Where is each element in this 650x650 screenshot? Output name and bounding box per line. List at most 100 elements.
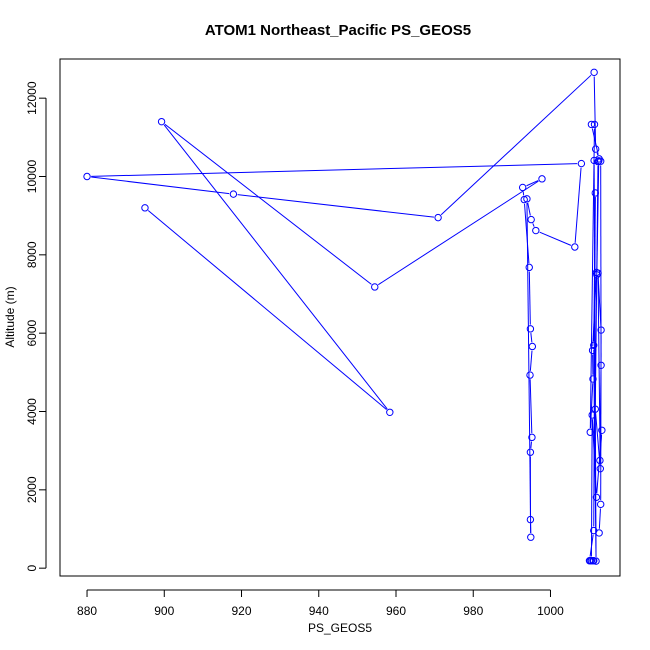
data-point — [596, 456, 604, 465]
data-point — [591, 189, 599, 197]
series-segment — [440, 74, 592, 216]
data-point — [590, 120, 599, 129]
series-segment — [589, 534, 594, 557]
data-point — [590, 68, 598, 77]
x-tick-label: 920 — [232, 604, 252, 618]
data-point — [592, 493, 601, 501]
y-axis-label: Altitude (m) — [3, 286, 17, 347]
data-point — [386, 408, 394, 416]
data-point — [590, 341, 598, 350]
data-point — [538, 175, 546, 183]
data-point — [526, 515, 535, 524]
series-segment — [593, 76, 597, 145]
data-point — [588, 411, 596, 419]
data-point — [587, 120, 596, 129]
series-segment — [574, 167, 582, 243]
data-point — [518, 183, 527, 192]
x-tick-label: 880 — [77, 604, 97, 618]
data-point — [591, 405, 599, 413]
series-segment — [539, 231, 572, 246]
data-point — [597, 326, 605, 334]
series-segment — [237, 194, 434, 218]
data-point — [434, 213, 442, 222]
data-point — [229, 190, 238, 198]
data-point — [532, 226, 540, 235]
data-point — [526, 371, 534, 379]
data-point — [523, 195, 531, 203]
data-point — [592, 557, 600, 565]
data-point — [528, 433, 536, 442]
x-tick-label: 960 — [386, 604, 406, 618]
data-point — [586, 428, 594, 436]
series-segment — [524, 203, 530, 264]
series-segment — [529, 379, 533, 434]
series-segment — [163, 124, 388, 410]
y-tick-label: 10000 — [25, 159, 39, 193]
data-point — [527, 215, 535, 224]
series-segment — [593, 164, 597, 557]
series-segment — [526, 180, 539, 187]
series-segment — [595, 413, 601, 465]
data-point — [577, 159, 586, 168]
x-tick-label: 900 — [154, 604, 174, 618]
data-point — [589, 557, 597, 565]
data-point — [591, 145, 600, 153]
x-tick-label: 980 — [463, 604, 483, 618]
y-axis: 0 2000 4000 6000 8000 10000 12000 — [25, 81, 47, 572]
series-segment — [91, 176, 230, 195]
data-point — [141, 204, 149, 212]
x-tick-label: 1000 — [537, 604, 564, 618]
series-segment — [596, 152, 599, 156]
series-segment — [530, 332, 533, 343]
data-point — [596, 500, 605, 509]
data-point — [595, 529, 603, 537]
series-segment — [597, 277, 602, 326]
series-segment — [594, 165, 599, 405]
x-axis: 880 900 920 940 960 980 1000 — [77, 589, 564, 618]
y-tick-label: 0 — [25, 565, 39, 572]
y-tick-label: 4000 — [25, 398, 39, 425]
series-segment — [532, 223, 535, 227]
series-segment — [528, 271, 531, 325]
data-point — [594, 269, 602, 277]
data-point — [598, 426, 606, 434]
data-point — [527, 533, 535, 541]
series-segment — [378, 180, 539, 286]
data-point — [525, 263, 533, 272]
data-point — [597, 361, 605, 369]
data-point — [528, 342, 537, 351]
data-point — [157, 117, 166, 126]
series-segment — [591, 128, 599, 155]
series-segment — [147, 210, 387, 410]
data-point — [590, 156, 598, 165]
data-point — [526, 325, 535, 333]
x-axis-label: PS_GEOS5 — [308, 621, 372, 635]
data-point — [588, 346, 597, 355]
series-segment — [164, 123, 372, 285]
series-segment — [590, 419, 593, 557]
chart-title: ATOM1 Northeast_Pacific PS_GEOS5 — [205, 22, 471, 39]
series-segment — [529, 350, 533, 371]
series-segment — [589, 383, 594, 429]
data-point — [526, 448, 535, 456]
series-segment — [598, 508, 601, 529]
series-segment — [91, 163, 578, 177]
plot-area — [59, 58, 621, 577]
y-tick-label: 6000 — [25, 319, 39, 346]
y-tick-label: 8000 — [25, 241, 39, 268]
y-tick-label: 2000 — [25, 476, 39, 503]
data-point — [589, 375, 597, 383]
data-point — [571, 243, 579, 251]
series-segment — [526, 203, 532, 534]
series-layer — [83, 68, 606, 565]
x-tick-label: 940 — [309, 604, 329, 618]
data-point — [371, 283, 379, 291]
y-tick-label: 12000 — [25, 81, 39, 115]
data-point — [596, 464, 604, 473]
series-segment — [530, 441, 533, 449]
series-segment — [527, 202, 531, 216]
data-point — [83, 172, 91, 181]
data-point — [593, 271, 601, 279]
data-point — [594, 157, 602, 166]
